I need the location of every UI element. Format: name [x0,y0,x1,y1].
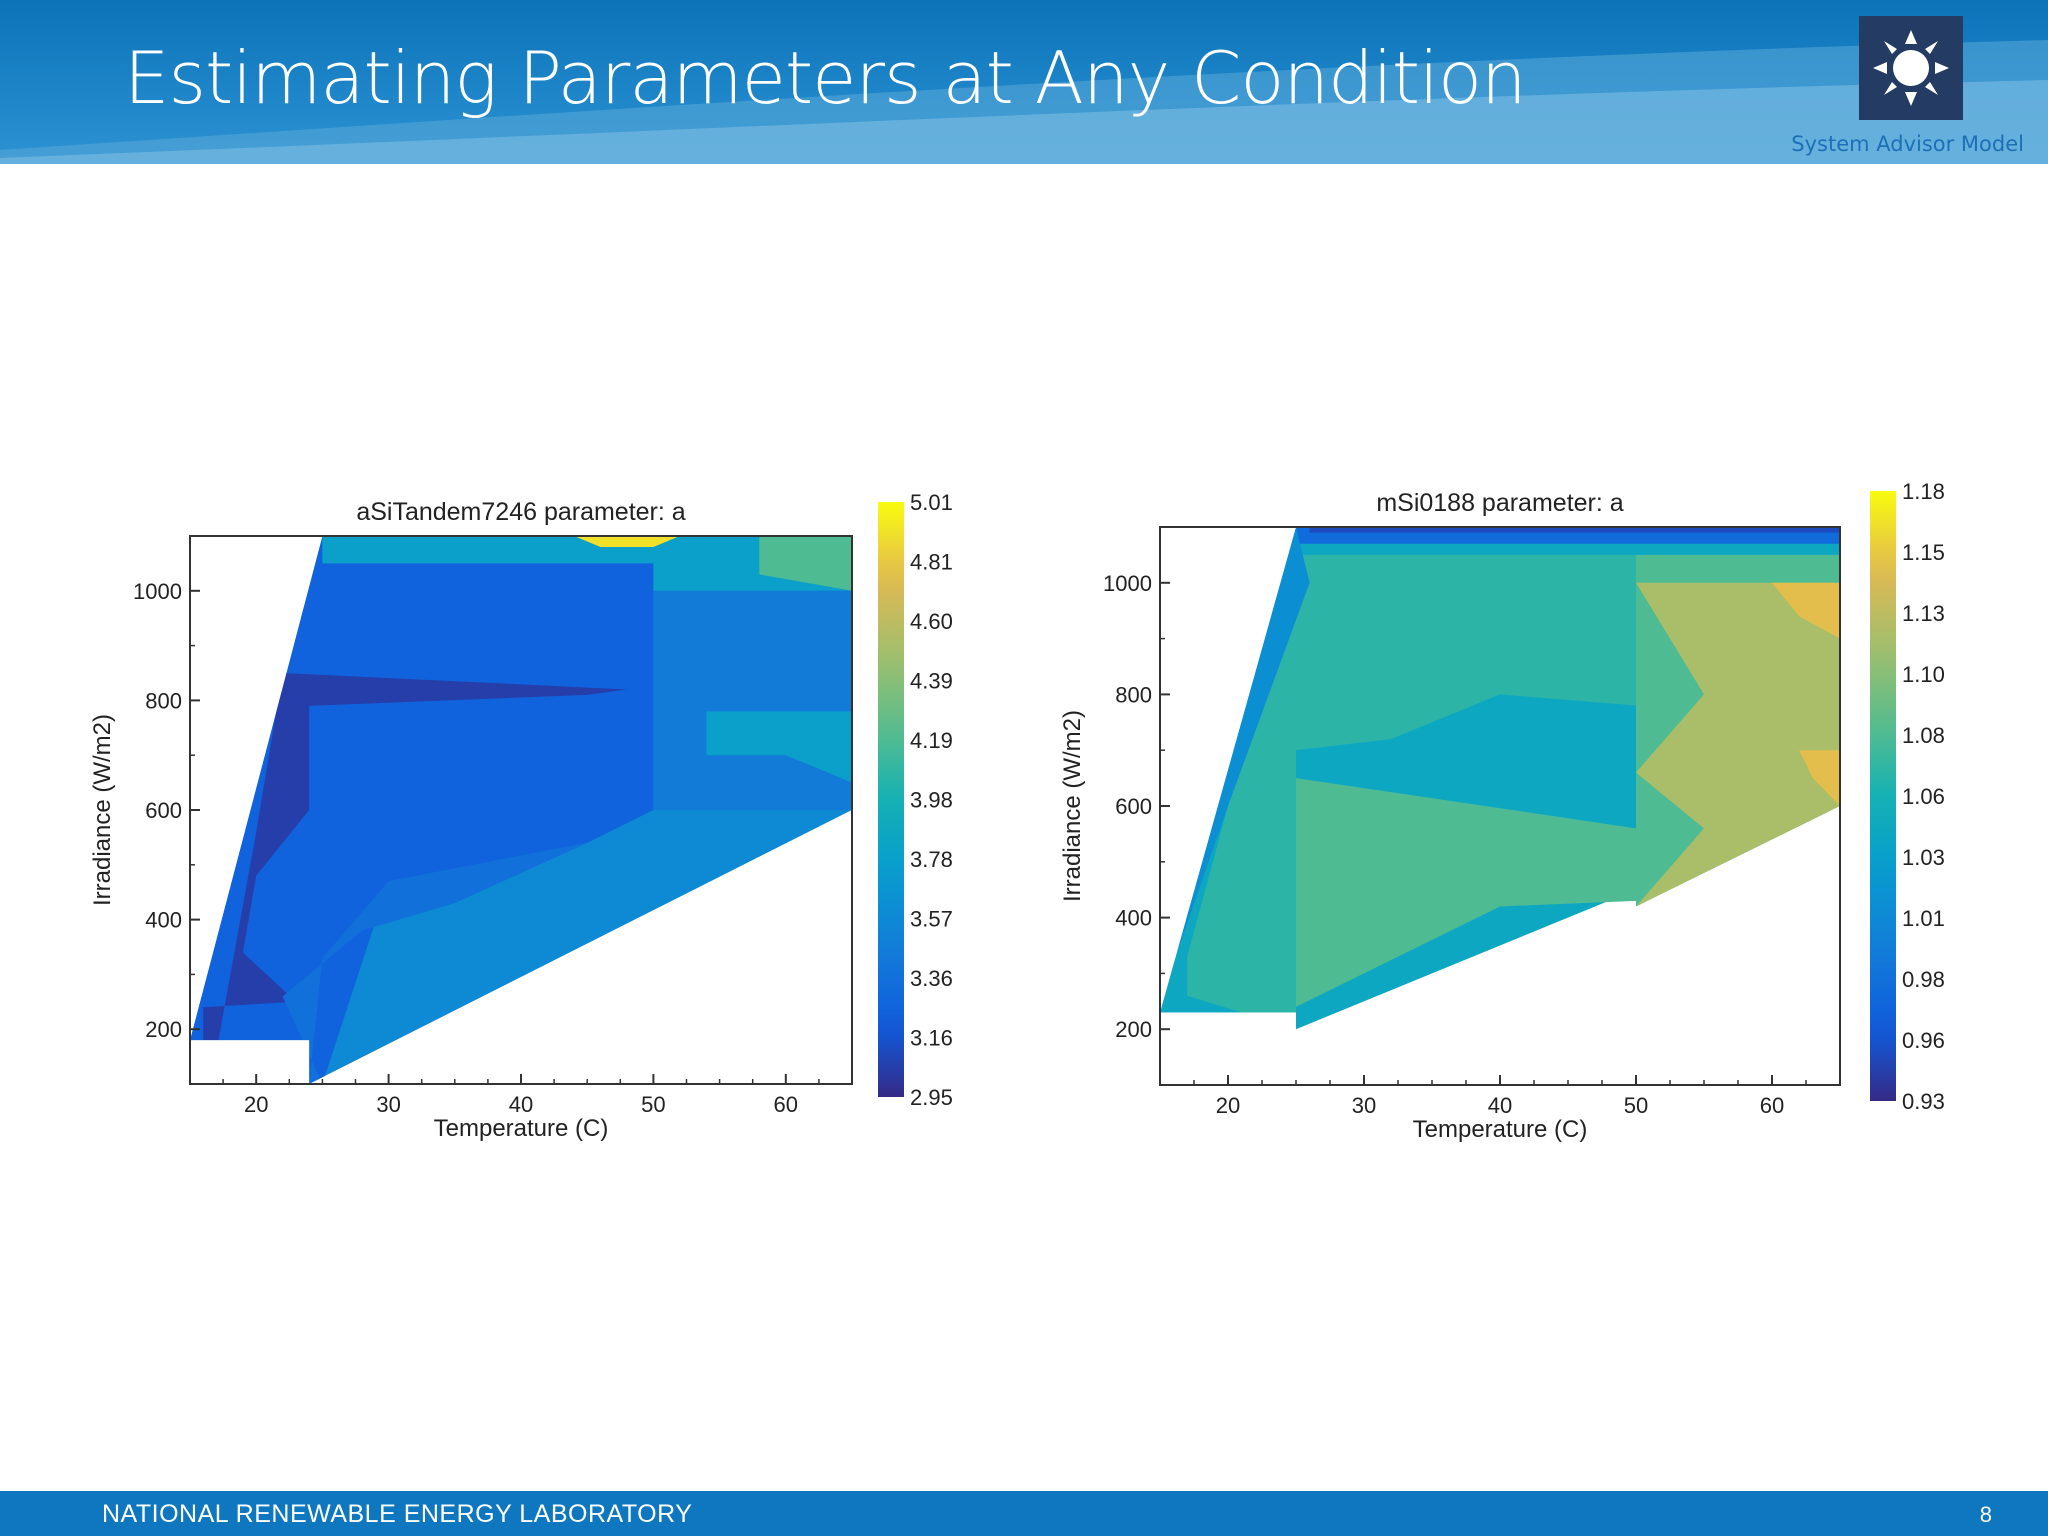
y-tick-label: 1000 [133,579,182,604]
heatmap-region-1 [1187,554,1636,1030]
heatmap-region-9 [1160,527,1310,1013]
colorbar-tick-label: 1.01 [1902,906,1945,931]
colorbar-tick-label: 1.18 [1902,479,1945,504]
y-tick-label: 600 [145,798,182,823]
logo-subtitle: System Advisor Model [1791,132,2024,156]
chart-title: mSi0188 parameter: a [1376,489,1623,517]
y-tick-label: 400 [145,908,182,933]
y-axis-label: Irradiance (W/m2) [89,714,116,906]
heatmap-region-2 [1296,778,1636,1030]
x-axis-label: Temperature (C) [434,1115,609,1142]
colorbar-tick-label: 5.01 [910,490,953,515]
colorbar-tick-label: 1.06 [1902,784,1945,809]
chart-title: aSiTandem7246 parameter: a [356,498,685,526]
slide-header: Estimating Parameters at Any Condition [0,0,2048,164]
x-axis-label: Temperature (C) [1413,1116,1588,1143]
x-tick-label: 20 [1216,1093,1240,1118]
y-tick-label: 400 [1115,906,1152,931]
heatmap-region-6 [203,673,627,1052]
y-tick-label: 800 [1115,682,1152,707]
colorbar-tick-label: 3.57 [910,907,953,932]
colorbar-tick-label: 3.98 [910,788,953,813]
x-tick-label: 60 [774,1092,798,1117]
page-number: 8 [1979,1502,1992,1527]
chart-msi0188: mSi0188 parameter: a 20 30 40 50 60 200 400 600 8… [1040,455,2000,1160]
colorbar-tick-label: 0.96 [1902,1028,1945,1053]
heatmap-regions [1160,527,1840,1030]
mask-lower-right [1296,806,1840,1085]
x-tick-label: 30 [1352,1093,1376,1118]
colorbar-tick-label: 2.95 [910,1085,953,1110]
colorbar-tick-label: 3.36 [910,966,953,991]
heatmap-region-8 [1309,527,1840,533]
heatmap-region-5 [573,536,680,547]
slide-title: Estimating Parameters at Any Condition [124,36,1527,120]
y-tick-label: 600 [1115,794,1152,819]
footer-organization: NATIONAL RENEWABLE ENERGY LABORATORY [102,1500,693,1528]
colorbar [1870,491,1896,1101]
no-data-mask [190,536,852,1084]
colorbar [878,502,904,1097]
heatmap-region-4 [1636,582,1840,907]
no-data-mask [1160,527,1840,1085]
chart-asitandem: aSiTandem7246 parameter: a 20 30 40 50 60 200 4… [60,470,1000,1160]
x-tick-label: 40 [1488,1093,1512,1118]
y-tick-label: 800 [145,688,182,713]
mask-bottom [190,1040,310,1084]
heatmap-region-4 [759,536,852,591]
heatmap-asitandem-parameter-a: aSiTandem7246 parameter: a 20 30 40 50 60 200 4… [89,490,953,1142]
heatmap-region-6 [1799,750,1840,806]
mask-lower-right [309,810,852,1084]
x-tick-label: 60 [1760,1093,1784,1118]
x-tick-label: 40 [509,1092,533,1117]
colorbar-tick-label: 3.78 [910,847,953,872]
heatmap-region-1 [190,536,654,1084]
colorbar-tick-label: 3.16 [910,1026,953,1051]
sam-logo [1859,16,1963,120]
colorbar-tick-label: 0.98 [1902,967,1945,992]
y-tick-label: 200 [145,1017,182,1042]
colorbar-tick-label: 1.03 [1902,845,1945,870]
colorbar-tick-label: 1.08 [1902,723,1945,748]
mask-upper-left [1160,527,1296,1013]
y-tick-label: 1000 [1103,571,1152,596]
heatmap-region-5 [1772,582,1840,639]
mask-bottom [1160,1012,1296,1085]
header-swoosh [0,40,2048,164]
x-tick-label: 30 [376,1092,400,1117]
colorbar-tick-label: 4.39 [910,669,953,694]
colorbar-tick-label: 1.15 [1902,540,1945,565]
x-tick-label: 20 [244,1092,268,1117]
x-tick-label: 50 [1624,1093,1648,1118]
y-axis-label: Irradiance (W/m2) [1059,710,1086,902]
colorbar-tick-label: 4.81 [910,550,953,575]
heatmap-region-8 [282,842,588,1084]
colorbar-tick-label: 1.10 [1902,662,1945,687]
slide-footer: NATIONAL RENEWABLE ENERGY LABORATORY 8 [0,1491,2048,1536]
colorbar-tick-label: 1.13 [1902,601,1945,626]
mask-upper-left [190,536,323,1041]
x-tick-label: 50 [641,1092,665,1117]
heatmap-regions [190,536,852,1084]
colorbar-tick-label: 4.19 [910,728,953,753]
heatmap-region-2 [653,563,852,810]
colorbar-tick-label: 4.60 [910,609,953,634]
heatmap-region-9 [706,711,852,783]
heatmap-msi0188-parameter-a: mSi0188 parameter: a 20 30 40 50 60 200 400 600 8… [1059,479,1945,1143]
y-tick-label: 200 [1115,1017,1152,1042]
sun-icon [1873,30,1949,106]
colorbar-tick-label: 0.93 [1902,1089,1945,1114]
